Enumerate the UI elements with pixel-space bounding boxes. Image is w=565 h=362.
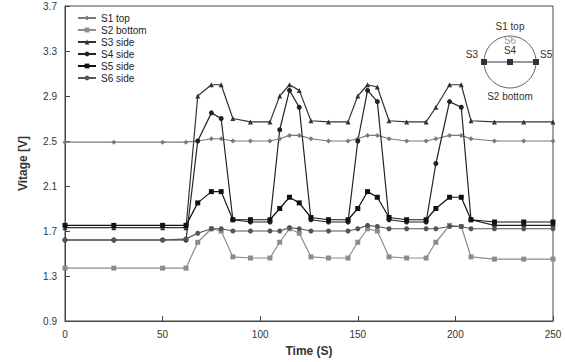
svg-text:S6: S6 [504,35,517,46]
svg-text:3.3: 3.3 [43,46,57,57]
svg-text:S4: S4 [504,45,517,56]
svg-text:S1 top: S1 top [496,21,525,32]
svg-text:S1 top: S1 top [101,13,130,24]
svg-text:100: 100 [252,329,269,340]
svg-text:0.9: 0.9 [43,316,57,327]
svg-text:S6 side: S6 side [101,73,135,84]
svg-text:1.7: 1.7 [43,226,57,237]
svg-text:S3 side: S3 side [101,37,135,48]
svg-text:250: 250 [545,329,562,340]
svg-text:S5 side: S5 side [101,61,135,72]
svg-text:50: 50 [157,329,169,340]
svg-text:Vitage [V]: Vitage [V] [16,136,30,191]
svg-text:S2 bottom: S2 bottom [101,25,147,36]
svg-text:S2 bottom: S2 bottom [487,91,533,102]
svg-text:150: 150 [349,329,366,340]
svg-text:Time (S): Time (S) [285,344,332,358]
svg-text:2.9: 2.9 [43,91,57,102]
svg-text:2.1: 2.1 [43,181,57,192]
svg-text:2.5: 2.5 [43,136,57,147]
svg-text:0: 0 [62,329,68,340]
svg-text:3.7: 3.7 [43,1,57,12]
svg-text:S5: S5 [540,49,553,60]
svg-text:1.3: 1.3 [43,271,57,282]
svg-text:S3: S3 [466,49,479,60]
svg-text:S4 side: S4 side [101,49,135,60]
svg-text:200: 200 [447,329,464,340]
